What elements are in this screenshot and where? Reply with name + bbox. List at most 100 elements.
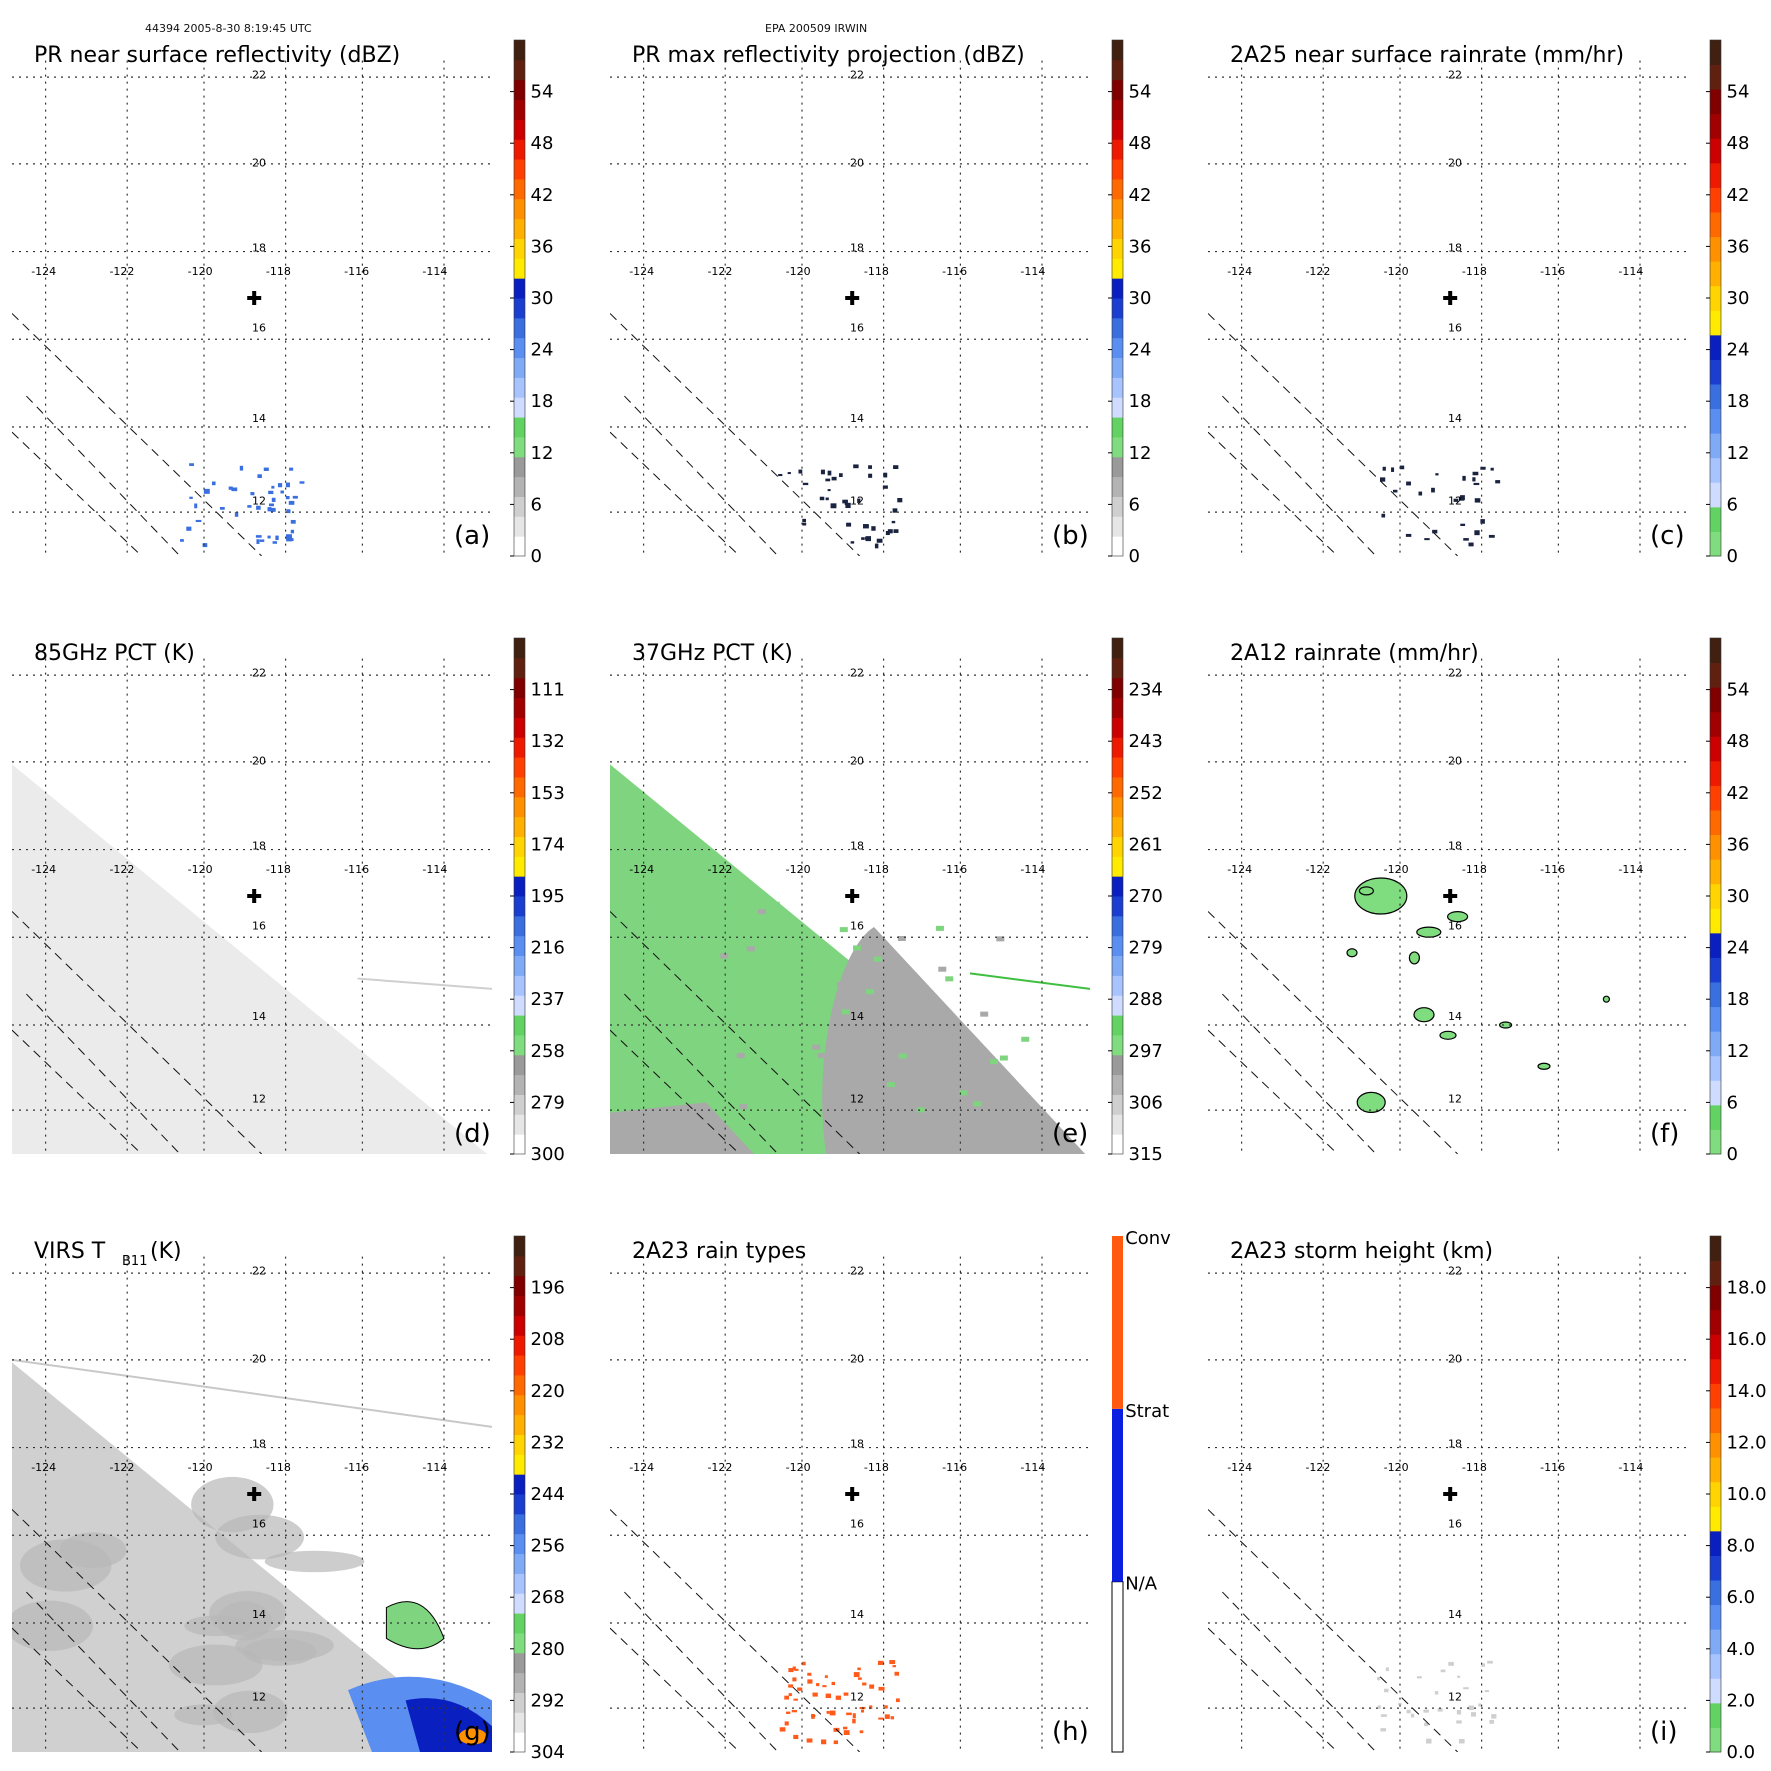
pixel: [805, 959, 814, 965]
rain-pixel: [787, 472, 791, 475]
lon-label: -116: [344, 863, 369, 876]
swath-edge: [610, 1627, 740, 1752]
colorbar-swatch: [1710, 1432, 1721, 1458]
rain-pixel: [1435, 473, 1439, 476]
rain-pixel: [1440, 1669, 1446, 1673]
colorbar-swatch: [514, 1553, 525, 1574]
colorbar-tick-label: 256: [531, 1536, 565, 1557]
colorbar-swatch: [1710, 408, 1721, 434]
rain-pixel: [778, 474, 783, 477]
swath-edge: [1208, 431, 1338, 556]
lat-label: 16: [252, 920, 266, 933]
rain-pixel: [833, 1740, 839, 1745]
lat-label: 20: [252, 156, 266, 169]
colorbar-swatch: [514, 238, 525, 259]
rain-pixel: [263, 467, 269, 471]
lon-label: -118: [1462, 863, 1487, 876]
rain-pixel: [892, 508, 898, 513]
rain-pixel: [807, 1679, 813, 1684]
pixel: [839, 927, 848, 933]
rain-pixel: [868, 473, 873, 478]
panel-title: 2A25 near surface rainrate (mm/hr): [1230, 43, 1624, 68]
colorbar-swatch: [1710, 662, 1721, 688]
rain-pixel: [878, 1686, 885, 1691]
center-plus-marker: [1443, 889, 1458, 903]
colorbar-swatch: [514, 218, 525, 239]
colorbar-swatch: [1112, 496, 1123, 517]
lon-label: -116: [942, 863, 967, 876]
colorbar-swatch: [514, 1074, 525, 1095]
lon-label: -114: [422, 265, 447, 278]
rain-pixel: [861, 1709, 865, 1713]
pixel: [935, 925, 944, 931]
rain-pixel: [1385, 1667, 1389, 1672]
panel-label: (i): [1650, 1717, 1678, 1747]
plot-area-e: [610, 658, 1090, 1154]
pixel: [775, 1035, 784, 1041]
colorbar-swatch: [514, 1454, 525, 1475]
pixel: [879, 991, 888, 997]
colorbar-tick-label: 24: [1727, 938, 1750, 959]
rain-pixel: [189, 463, 194, 466]
panel-label: (f): [1650, 1119, 1679, 1149]
colorbar-swatch: [1710, 113, 1721, 139]
colorbar-tick-label: 14.0: [1727, 1381, 1767, 1402]
lat-label: 16: [850, 322, 864, 335]
colorbar-strat: [1112, 1408, 1123, 1582]
rain-pixel: [1463, 538, 1469, 541]
rain-pixel: [228, 486, 233, 490]
lon-label: -114: [1618, 265, 1643, 278]
colorbar-swatch: [514, 1315, 525, 1336]
lon-label: -122: [109, 863, 134, 876]
rain-pixel: [846, 522, 852, 527]
lat-label: 16: [850, 920, 864, 933]
lat-label: 16: [1448, 1518, 1462, 1531]
lon-label: -124: [1227, 863, 1252, 876]
cloud: [235, 1630, 334, 1662]
colorbar-tick-label: 18: [1727, 989, 1750, 1010]
colorbar-tick-label: 42: [1129, 185, 1152, 206]
colorbar-swatch: [1710, 785, 1721, 811]
colorbar-swatch: [1112, 876, 1123, 897]
colorbar-swatch: [514, 1494, 525, 1515]
rain-pixel: [802, 1661, 806, 1666]
rain-blob: [1408, 951, 1421, 965]
rain-pixel: [1472, 471, 1479, 476]
lon-label: -122: [109, 265, 134, 278]
colorbar-swatch: [514, 717, 525, 738]
colorbar-swatch: [514, 119, 525, 140]
colorbar-swatch: [1112, 757, 1123, 778]
lon-label: -122: [1305, 1461, 1330, 1474]
colorbar-tick-label: 6.0: [1727, 1587, 1756, 1608]
swath-edge: [624, 993, 779, 1154]
colorbar-swatch: [1112, 317, 1123, 339]
colorbar-swatch: [1710, 310, 1721, 336]
panel-title: 2A23 rain types: [632, 1239, 806, 1264]
cloud: [213, 1690, 288, 1734]
rain-pixel: [1406, 481, 1411, 486]
colorbar-swatch: [514, 816, 525, 837]
rain-pixel: [1462, 475, 1466, 481]
rain-pixel: [1453, 498, 1459, 502]
colorbar-tick-label: 8.0: [1727, 1536, 1756, 1557]
colorbar-swatch: [514, 995, 525, 1016]
rain-pixel: [280, 490, 284, 494]
swath-edge: [1208, 1509, 1458, 1752]
rain-pixel: [827, 489, 831, 492]
lon-label: -116: [344, 1461, 369, 1474]
swath-edge: [610, 313, 860, 556]
colorbar-swatch: [1112, 436, 1123, 458]
rain-pixel: [189, 496, 193, 499]
colorbar-swatch: [1112, 79, 1123, 101]
rain-pixel: [829, 1710, 836, 1716]
rain-pixel: [842, 499, 848, 504]
colorbar-swatch: [1112, 516, 1123, 537]
colorbar-tick-label: 36: [1129, 236, 1152, 257]
rain-pixel: [885, 530, 890, 536]
lat-label: 16: [252, 322, 266, 335]
colorbar-tick-label: 306: [1129, 1092, 1163, 1113]
colorbar-swatch: [1710, 1457, 1721, 1483]
rain-pixel: [255, 535, 262, 538]
colorbar-swatch: [1710, 261, 1721, 287]
colorbar-swatch: [1112, 995, 1123, 1016]
